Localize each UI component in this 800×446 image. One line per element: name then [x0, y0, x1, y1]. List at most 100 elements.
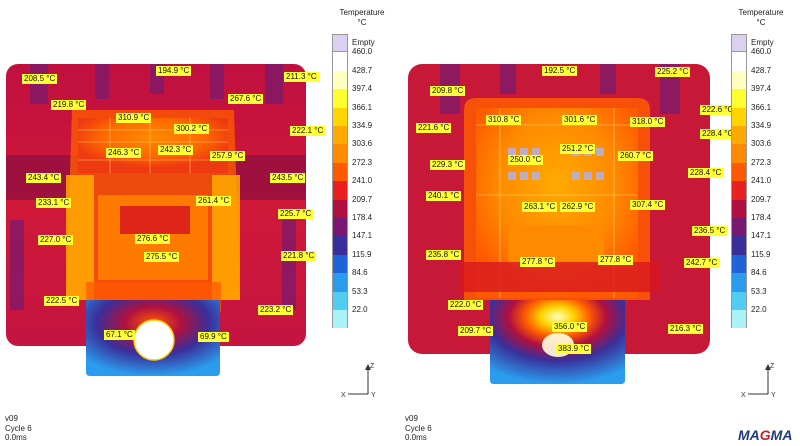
legend-value-label: 272.3: [751, 157, 772, 167]
legend-swatch: [332, 199, 348, 218]
legend-value-label: 209.7: [352, 194, 373, 204]
axis-triad-icon: Z X Y: [741, 363, 776, 399]
svg-text:X: X: [741, 392, 746, 399]
temp-label: 242.3 °C: [158, 145, 194, 155]
legend-swatch: [731, 218, 747, 237]
legend-title: Temperature °C: [339, 8, 385, 27]
temp-label: 222.5 °C: [44, 296, 80, 306]
legend-swatch-empty: [731, 34, 747, 53]
legend-value-label: 241.0: [751, 176, 772, 186]
legend-swatch: [731, 199, 747, 218]
right-run-info: v09 Cycle 6 0.0ms: [405, 414, 432, 443]
legend-value-label: 147.1: [352, 231, 373, 241]
temp-label: 235.8 °C: [426, 250, 462, 260]
legend-value-label: 397.4: [352, 84, 373, 94]
svg-text:X: X: [341, 392, 346, 399]
legend-swatch: [731, 291, 747, 310]
temp-label: 225.7 °C: [278, 209, 314, 219]
temp-label: 236.5 °C: [692, 226, 728, 236]
left-temperature-field: [6, 64, 306, 376]
left-right-rib: [212, 175, 240, 300]
legend-value-label: 428.7: [751, 65, 772, 75]
legend-swatch: [332, 291, 348, 310]
legend-swatch: [731, 107, 747, 126]
left-simulation-panel: 208.5 °C 194.9 °C 211.3 °C 219.8 °C 267.…: [5, 8, 385, 443]
legend-value-label: 460.0: [352, 47, 373, 57]
svg-text:Z: Z: [770, 363, 775, 370]
temp-label: 275.5 °C: [144, 252, 180, 262]
legend-value-label: 334.9: [352, 121, 373, 130]
temp-label: 225.2 °C: [655, 67, 691, 77]
temp-label: 223.2 °C: [258, 305, 294, 315]
temp-label: 267.6 °C: [228, 94, 264, 104]
legend-value-label: 115.9: [751, 249, 771, 259]
temp-label: 300.2 °C: [174, 124, 210, 134]
temp-label: 310.9 °C: [116, 113, 152, 123]
temp-label: 251.2 °C: [560, 144, 596, 154]
temp-label: 222.1 °C: [290, 126, 326, 136]
legend-value-label: 147.1: [751, 231, 772, 241]
legend-swatch: [332, 273, 348, 292]
legend-value-label: 366.1: [751, 102, 772, 112]
legend-value-label: 84.6: [751, 268, 767, 278]
temp-label: 221.6 °C: [416, 123, 452, 133]
right-simulation-panel: 192.5 °C 225.2 °C 209.8 °C 222.6 °C 310.…: [400, 0, 800, 446]
temp-label: 307.4 °C: [630, 200, 666, 210]
legend-value-label: 22.0: [751, 305, 767, 314]
legend-value-label: 334.9: [751, 121, 772, 130]
temp-label: 208.5 °C: [22, 74, 58, 84]
temp-label: 221.8 °C: [281, 251, 317, 261]
temp-label: 242.7 °C: [684, 258, 720, 268]
temp-label: 356.0 °C: [552, 322, 588, 332]
temp-label: 383.9 °C: [556, 344, 592, 354]
version-text: v09: [5, 414, 18, 423]
legend-swatch: [332, 254, 348, 274]
temp-label: 209.7 °C: [458, 326, 494, 336]
legend-value-label: 53.3: [751, 286, 767, 296]
legend-swatch: [332, 126, 348, 145]
legend-swatch: [332, 144, 348, 163]
legend-swatch: [731, 89, 747, 108]
legend-swatch: [731, 52, 747, 71]
left-run-info: v09 Cycle 6 0.0ms: [5, 414, 32, 443]
legend-swatch: [332, 70, 348, 90]
temp-label: 263.1 °C: [522, 202, 558, 212]
time-text: 0.0ms: [405, 433, 427, 442]
legend-value-label: 53.3: [352, 286, 368, 296]
temp-label: 69.9 °C: [198, 332, 229, 342]
right-dark-band: [460, 262, 660, 292]
legend-value-label: 241.0: [352, 176, 373, 186]
legend-value-label: 178.4: [352, 213, 373, 222]
legend-value-label: 460.0: [751, 47, 772, 57]
legend-swatch: [731, 181, 747, 200]
axis-triad-icon: Z X Y: [341, 363, 376, 399]
temp-label: 219.8 °C: [51, 100, 87, 110]
legend-swatch: [731, 70, 747, 90]
legend-swatch: [731, 236, 747, 255]
legend-swatch: [332, 218, 348, 237]
temp-label: 246.3 °C: [106, 148, 142, 158]
legend-swatch: [731, 144, 747, 163]
legend-title: Temperature °C: [738, 8, 784, 27]
legend-value-label: 397.4: [751, 84, 772, 94]
legend-value-label: 303.6: [751, 139, 772, 149]
temp-label: 277.8 °C: [520, 257, 556, 267]
temp-label: 216.3 °C: [668, 324, 704, 334]
temp-label: 194.9 °C: [156, 66, 192, 76]
temp-label: 277.8 °C: [598, 255, 634, 265]
legend-swatch: [332, 236, 348, 255]
legend-empty-label: Empty: [751, 38, 774, 48]
legend-swatch: [332, 181, 348, 200]
temp-label: 257.9 °C: [210, 151, 246, 161]
svg-text:Y: Y: [771, 392, 776, 399]
temp-label: 301.6 °C: [562, 115, 598, 125]
temp-label: 276.6 °C: [135, 234, 171, 244]
legend-swatch: [332, 89, 348, 108]
svg-text:Z: Z: [370, 363, 375, 370]
legend-value-label: 303.6: [352, 139, 373, 149]
temp-label: 228.4 °C: [688, 168, 724, 178]
left-empty-core: [133, 319, 175, 361]
temp-label: 192.5 °C: [542, 66, 578, 76]
legend-swatch-empty: [332, 34, 348, 53]
temp-label: 209.8 °C: [430, 86, 466, 96]
